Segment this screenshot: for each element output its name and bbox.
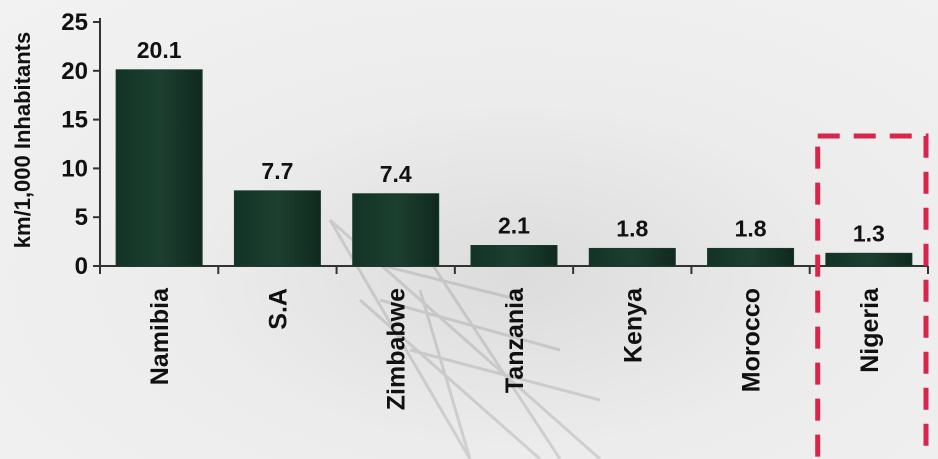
- y-tick-label: 5: [75, 204, 88, 231]
- bar-morocco: [707, 247, 795, 267]
- y-tick-label: 10: [61, 155, 88, 182]
- labels: km/1,000 Inhabitants 20.1 Namibia 7.7 S.A 7.4…: [10, 32, 929, 459]
- category-label: Kenya: [619, 287, 647, 363]
- y-axis-title: km/1,000 Inhabitants: [10, 32, 35, 248]
- bar-sa: [233, 190, 321, 267]
- y-tick-label: 20: [61, 58, 88, 85]
- category-label: Morocco: [738, 288, 766, 392]
- category-label: Nigeria: [856, 287, 884, 373]
- bar-nigeria: [825, 252, 913, 267]
- data-label: 2.1: [498, 213, 530, 239]
- category-label: Zimbabwe: [383, 288, 411, 410]
- y-tick-label: 15: [61, 107, 88, 134]
- y-tick-label: 25: [61, 9, 88, 36]
- bar-namibia: [115, 69, 203, 267]
- highlight-box: [815, 133, 929, 459]
- data-label: 7.4: [380, 161, 412, 187]
- bar-zimbabwe: [352, 193, 440, 267]
- data-label: 1.8: [616, 215, 648, 241]
- bar-kenya: [588, 247, 676, 267]
- data-label: 7.7: [261, 158, 293, 184]
- data-label: 1.8: [735, 215, 767, 241]
- data-label: 1.3: [853, 220, 885, 246]
- data-label: 20.1: [137, 37, 182, 63]
- category-label: S.A: [264, 288, 292, 330]
- bar-tanzania: [470, 245, 558, 267]
- y-tick-label: 0: [75, 253, 88, 280]
- category-label: Namibia: [146, 287, 174, 385]
- bars: [115, 69, 913, 267]
- category-label: Tanzania: [501, 287, 529, 393]
